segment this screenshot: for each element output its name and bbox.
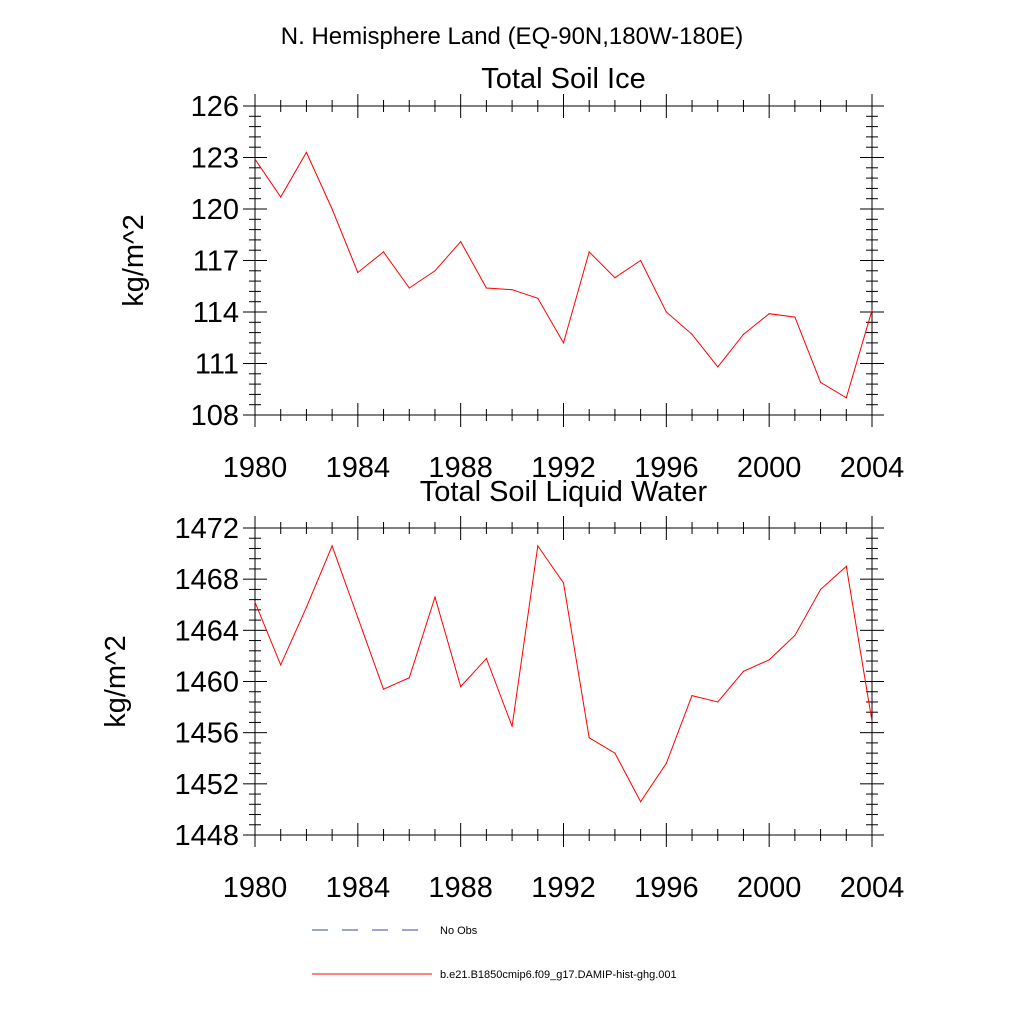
data-point (511, 289, 513, 291)
data-point (254, 158, 256, 160)
plot-frame (254, 105, 873, 416)
data-point (820, 381, 822, 383)
data-point (511, 725, 513, 727)
data-point (460, 241, 462, 243)
x-tick-label: 1984 (326, 872, 391, 904)
y-tick-label: 1472 (174, 513, 239, 545)
y-tick-label: 111 (195, 349, 239, 381)
data-point (845, 565, 847, 568)
y-tick-label: 1468 (174, 564, 239, 596)
data-point (768, 313, 770, 315)
data-point (717, 366, 719, 368)
data-point (460, 686, 462, 688)
chart-title: Total Soil Liquid Water (420, 476, 708, 508)
legend-label-model-run: b.e21.B1850cmip6.f09_g17.DAMIP-hist-ghg.… (440, 969, 677, 981)
data-point (357, 271, 359, 274)
y-axis-label: kg/m^2 (118, 214, 150, 307)
data-point (331, 208, 333, 210)
y-tick-label: 126 (191, 91, 239, 123)
data-point (871, 309, 873, 311)
x-tick-label: 2004 (840, 452, 905, 484)
data-point (871, 720, 873, 722)
y-tick-label: 1456 (174, 718, 239, 750)
data-point (408, 677, 410, 679)
data-point (434, 270, 436, 272)
x-tick-label: 2004 (840, 872, 905, 904)
x-tick-label: 1988 (428, 872, 493, 904)
y-tick-label: 1460 (174, 667, 239, 699)
x-tick-label: 1980 (223, 452, 288, 484)
y-tick-label: 1452 (174, 769, 239, 801)
data-point (537, 545, 539, 547)
x-tick-label: 1980 (223, 872, 288, 904)
y-tick-label: 117 (193, 246, 239, 278)
x-tick-label: 2000 (737, 452, 802, 484)
data-point (357, 616, 359, 619)
y-tick-label: 120 (191, 194, 239, 226)
figure-header: N. Hemisphere Land (EQ-90N,180W-180E) (281, 23, 743, 50)
data-point (665, 762, 667, 765)
data-point (665, 311, 667, 313)
chart-title: Total Soil Ice (481, 63, 645, 95)
data-point (588, 737, 590, 739)
x-tick-label: 1992 (531, 452, 596, 484)
data-point (794, 316, 796, 318)
data-point (305, 151, 307, 153)
data-point (537, 297, 539, 299)
series-line (254, 544, 873, 803)
data-point (588, 251, 590, 253)
data-point (691, 333, 693, 335)
data-point (640, 801, 642, 803)
data-point (717, 701, 719, 703)
legend-label-no-obs: No Obs (440, 925, 478, 937)
x-tick-label: 1992 (531, 872, 596, 904)
data-point (691, 695, 693, 697)
data-point (794, 634, 796, 637)
legend-item-model-run: b.e21.B1850cmip6.f09_g17.DAMIP-hist-ghg.… (312, 969, 677, 981)
y-axis-label: kg/m^2 (100, 635, 132, 728)
data-point (845, 397, 847, 399)
data-point (434, 596, 436, 598)
data-point (254, 601, 256, 603)
x-tick-label: 2000 (737, 872, 802, 904)
data-point (280, 664, 282, 666)
data-point (382, 251, 385, 253)
y-tick-label: 114 (193, 297, 239, 329)
x-tick-label: 1984 (326, 452, 391, 484)
legend: No Obs b.e21.B1850cmip6.f09_g17.DAMIP-hi… (312, 925, 677, 981)
plot-frame (254, 527, 873, 836)
data-point (485, 287, 487, 289)
data-point (742, 333, 745, 335)
y-tick-label: 1464 (174, 615, 239, 647)
data-point (614, 752, 616, 754)
data-point (331, 545, 333, 547)
data-point (485, 657, 487, 660)
soil-ice-panel: Total Soil Ice kg/m^2 1980 1984 1988 1992 1996… (118, 63, 904, 484)
soil-liquid-water-panel: Total Soil Liquid Water kg/m^2 1980 1984 198… (100, 476, 904, 904)
data-point (614, 277, 616, 279)
data-point (280, 196, 282, 198)
series-line (254, 151, 873, 399)
data-point (408, 287, 410, 289)
y-tick-label: 108 (191, 400, 239, 432)
legend-item-no-obs: No Obs (312, 925, 478, 937)
data-point (640, 259, 642, 262)
y-tick-label: 123 (191, 143, 239, 175)
data-point (382, 688, 385, 690)
x-tick-label: 1988 (428, 452, 493, 484)
data-point (742, 670, 745, 672)
x-tick-label: 1996 (634, 452, 699, 484)
x-tick-label: 1996 (634, 872, 699, 904)
data-point (305, 606, 307, 608)
data-point (562, 582, 565, 584)
data-point (768, 659, 770, 661)
data-point (820, 588, 822, 591)
y-tick-label: 1448 (174, 820, 239, 852)
data-point (562, 342, 565, 344)
